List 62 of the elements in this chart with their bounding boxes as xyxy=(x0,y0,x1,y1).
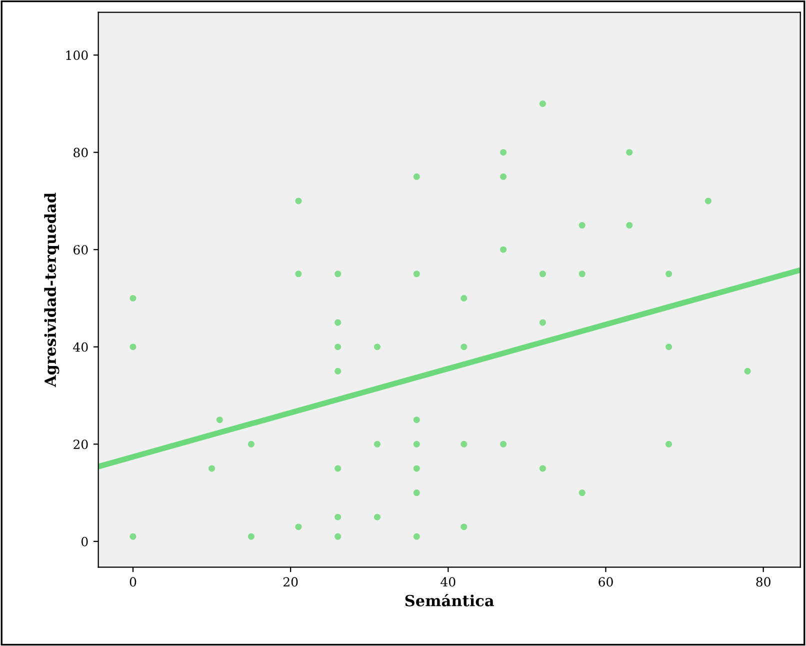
point xyxy=(626,149,633,156)
y-tick-label: 40 xyxy=(73,342,88,352)
point xyxy=(413,533,420,540)
point xyxy=(374,440,381,448)
point xyxy=(539,100,546,107)
point xyxy=(413,490,420,496)
point xyxy=(666,270,672,278)
x-tick-label: 80 xyxy=(756,577,770,587)
point xyxy=(460,524,468,530)
y-axis-title: Agresividad-terquedad xyxy=(44,192,60,388)
x-axis-title: Semántica xyxy=(405,594,494,606)
y-tick-label: 0 xyxy=(81,536,88,546)
y-tick-label: 80 xyxy=(74,148,88,158)
x-tick-label: 40 xyxy=(440,577,456,587)
point xyxy=(374,514,381,520)
point xyxy=(539,465,546,472)
point xyxy=(334,465,342,472)
point xyxy=(334,514,342,520)
y-tick-label: 20 xyxy=(74,440,88,450)
point xyxy=(413,270,420,278)
point xyxy=(248,533,254,540)
point xyxy=(295,270,302,278)
point xyxy=(413,173,420,180)
point xyxy=(374,344,381,350)
point xyxy=(500,440,507,448)
point xyxy=(413,416,420,424)
y-tick-label: 60 xyxy=(74,245,88,255)
point xyxy=(130,533,136,540)
point xyxy=(334,368,342,374)
point xyxy=(248,440,254,448)
x-tick-label: 60 xyxy=(598,577,613,587)
point xyxy=(460,294,468,302)
point xyxy=(539,319,546,326)
point xyxy=(500,173,507,180)
point xyxy=(295,198,302,204)
point xyxy=(744,368,751,374)
point xyxy=(334,344,342,350)
point xyxy=(216,416,223,424)
point xyxy=(578,222,586,229)
x-tick-label: 0 xyxy=(130,577,136,587)
point xyxy=(334,319,342,326)
point xyxy=(460,440,468,448)
point xyxy=(413,440,420,448)
x-tick-label: 20 xyxy=(283,577,298,587)
point xyxy=(578,490,586,496)
point xyxy=(413,465,420,472)
point xyxy=(130,294,136,302)
point xyxy=(500,246,507,253)
point xyxy=(578,270,586,278)
point xyxy=(539,270,546,278)
point xyxy=(208,465,216,472)
point xyxy=(295,524,302,530)
point xyxy=(626,222,633,229)
point xyxy=(460,344,468,350)
point xyxy=(334,270,342,278)
point xyxy=(666,440,672,448)
point xyxy=(500,149,507,156)
point xyxy=(704,198,712,204)
y-tick-label: 100 xyxy=(66,50,88,60)
point xyxy=(334,533,342,540)
point xyxy=(130,344,136,350)
point xyxy=(666,344,672,350)
